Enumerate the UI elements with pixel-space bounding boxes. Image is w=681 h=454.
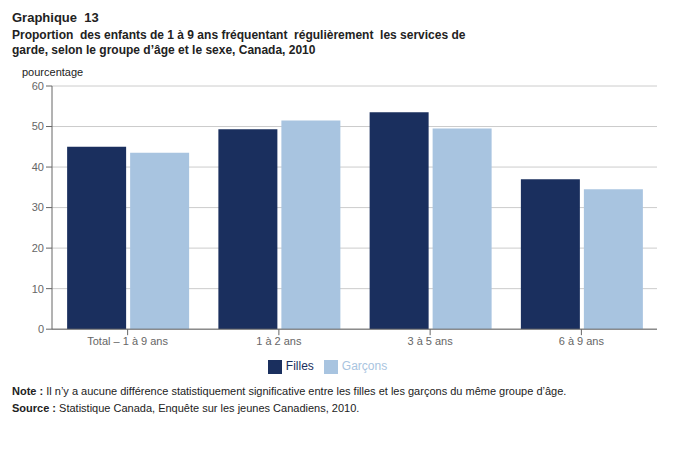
html-text:Garçons: Garçons <box>341 359 388 374</box>
svg-text:20: 20 <box>32 242 44 254</box>
svg-text:60: 60 <box>32 80 44 92</box>
svg-text:Total – 1 à 9 ans: Total – 1 à 9 ans <box>87 335 168 347</box>
svg-text:1 à 2 ans: 1 à 2 ans <box>256 335 302 347</box>
html-text:Note : Il n’y a aucune différe: Note : Il n’y a aucune différence statis… <box>12 385 567 397</box>
svg-text:30: 30 <box>32 201 44 213</box>
svg-text:10: 10 <box>32 283 44 295</box>
svg-text:3 à 5 ans: 3 à 5 ans <box>407 335 453 347</box>
svg-text:6 à 9 ans: 6 à 9 ans <box>559 335 605 347</box>
html-text:Filles: Filles <box>285 359 314 374</box>
html-text:Source : Statistique Canada, E: Source : Statistique Canada, Enquête sur… <box>12 402 360 414</box>
svg-text:40: 40 <box>32 161 44 173</box>
html-text:pourcentage: pourcentage <box>22 66 84 78</box>
html-text:Proportion des enfants de 1 à: Proportion des enfants de 1 à 9 ans fréq… <box>12 28 469 57</box>
svg-text:0: 0 <box>38 323 44 335</box>
svg-text:50: 50 <box>32 120 44 132</box>
html-text:Graphique 13: Graphique 13 <box>12 10 99 25</box>
